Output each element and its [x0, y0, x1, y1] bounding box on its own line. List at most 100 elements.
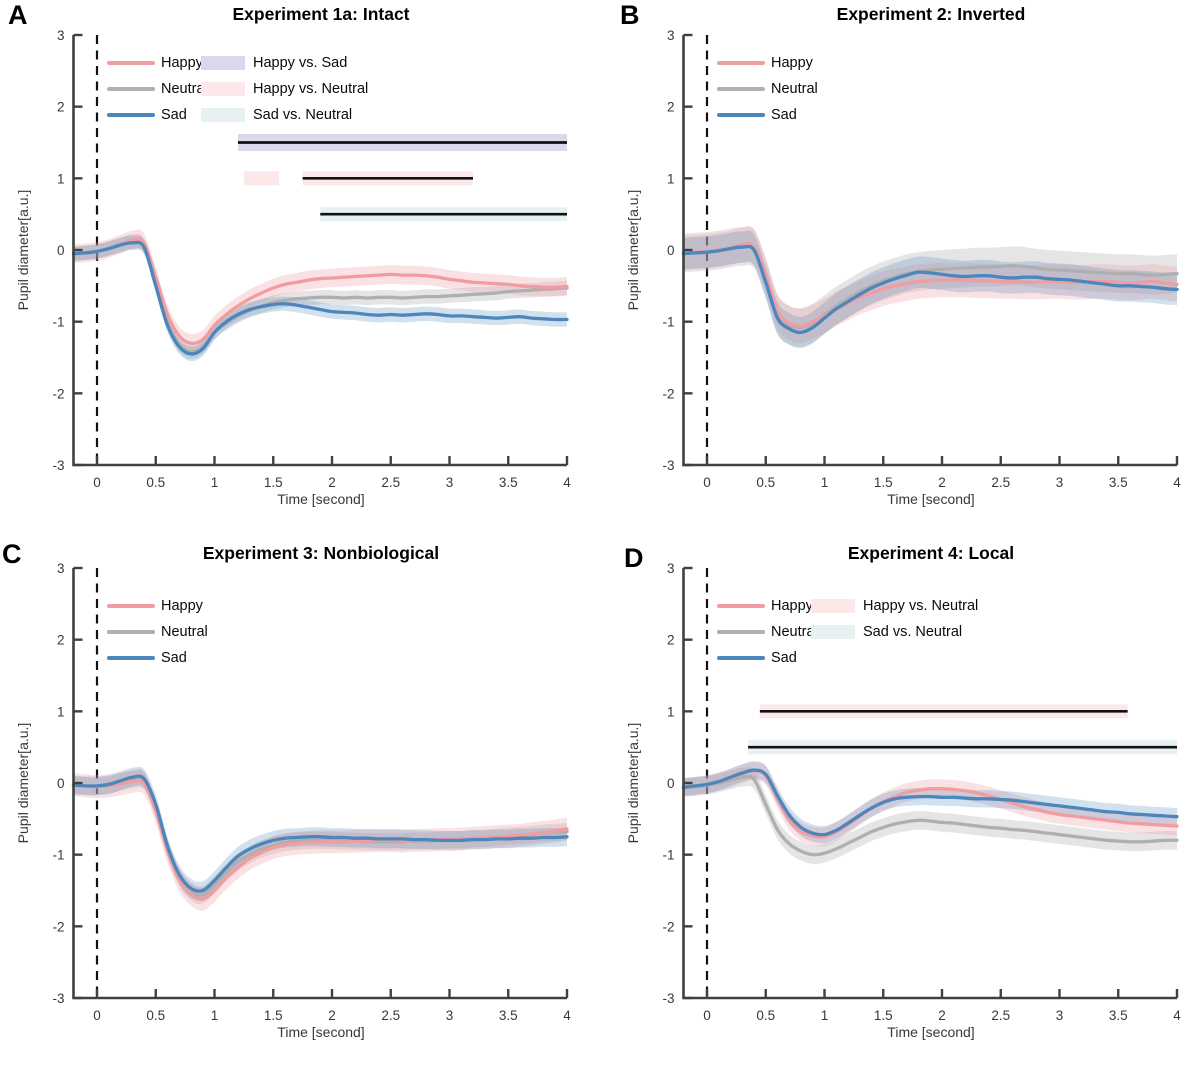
y-tick-label: 2 — [57, 100, 65, 115]
y-tick-label: 1 — [667, 704, 675, 719]
series-line-neutral — [681, 774, 1179, 857]
x-tick-label: 4 — [563, 1008, 571, 1023]
x-tick-label: 2.5 — [991, 475, 1010, 490]
series-line-sad — [71, 774, 569, 893]
y-tick-label: 2 — [57, 633, 65, 648]
x-tick-label: 0 — [93, 475, 101, 490]
sig-patch-sig_pink — [243, 171, 280, 186]
y-tick-label: 2 — [667, 100, 675, 115]
series-line-happy — [71, 778, 569, 901]
y-tick-label: 3 — [57, 28, 65, 43]
y-tick-label: 3 — [57, 561, 65, 576]
plot-area-c: 3 2 1 0 -1 -2 -3 0 0.5 1 1.5 2 2.5 3 3.5 4 — [52, 561, 571, 1023]
plot-area-b: 3 2 1 0 -1 -2 -3 0 0.5 1 1.5 2 2.5 3 3.5 4 — [662, 28, 1181, 490]
y-tick-label: 1 — [667, 171, 675, 186]
panel-title-d: Experiment 4: Local — [847, 543, 1015, 563]
panel-b: 3 2 1 0 -1 -2 -3 0 0.5 1 1.5 2 2.5 3 3.5 4 B Experiment… — [594, 0, 1188, 533]
x-tick-label: 3 — [446, 1008, 454, 1023]
x-tick-label: 3 — [1056, 1008, 1064, 1023]
plot-area-a: 3 2 1 0 -1 -2 -3 0 0.5 1 1.5 2 2.5 3 3.5 4 — [52, 28, 571, 490]
y-tick-label: -3 — [662, 458, 674, 473]
y-tick-label: -2 — [662, 919, 674, 934]
y-tick-label: 0 — [667, 243, 675, 258]
x-tick-label: 2 — [938, 475, 946, 490]
y-tick-label: 3 — [667, 28, 675, 43]
significance-bars — [748, 704, 1177, 755]
panel-c: 3 2 1 0 -1 -2 -3 0 0.5 1 1.5 2 2.5 3 3.5 4 C Experiment… — [0, 533, 594, 1066]
series-line-sad — [681, 244, 1179, 335]
y-tick-label: 0 — [57, 776, 65, 791]
y-tick-label: 1 — [57, 171, 65, 186]
x-tick-label: 0 — [93, 1008, 101, 1023]
x-tick-label: 3.5 — [1109, 1008, 1128, 1023]
x-tick-label: 1 — [821, 1008, 829, 1023]
x-tick-label: 1.5 — [874, 1008, 893, 1023]
x-tick-label: 1 — [821, 475, 829, 490]
y-tick-label: -1 — [52, 315, 64, 330]
x-tick-label: 1 — [211, 475, 219, 490]
y-tick-label: 0 — [57, 243, 65, 258]
series-line-sad — [71, 240, 569, 356]
ci-ribbon-sad — [683, 230, 1177, 349]
panel-title-c: Experiment 3: Nonbiological — [202, 543, 440, 563]
panel-letter-a: A — [8, 0, 28, 30]
series-line-sad — [681, 768, 1179, 837]
y-tick-label: -1 — [52, 848, 64, 863]
x-tick-label: 1 — [211, 1008, 219, 1023]
significance-bars — [238, 133, 567, 222]
axes: 3 2 1 0 -1 -2 -3 0 0.5 1 1.5 2 2.5 3 3.5 4 — [52, 28, 571, 490]
y-tick-label: 0 — [667, 776, 675, 791]
x-axis-label: Time [second] — [277, 491, 365, 507]
y-tick-label: -1 — [662, 315, 674, 330]
x-tick-label: 1.5 — [264, 1008, 283, 1023]
panel-title-a: Experiment 1a: Intact — [232, 4, 410, 24]
ci-ribbon-sad — [73, 766, 567, 901]
y-tick-label: -2 — [52, 919, 64, 934]
plot-area-d: 3 2 1 0 -1 -2 -3 0 0.5 1 1.5 2 2.5 3 3.5 4 — [662, 561, 1181, 1023]
x-tick-label: 3 — [1056, 475, 1064, 490]
panel-a: 3 2 1 0 -1 -2 -3 0 0.5 1 1.5 2 2.5 3 3.5 4 A Experiment… — [0, 0, 594, 533]
panel-letter-c: C — [2, 539, 22, 569]
x-tick-label: 2 — [328, 475, 336, 490]
x-axis-label: Time [second] — [277, 1024, 365, 1040]
y-tick-label: -3 — [662, 991, 674, 1006]
x-tick-label: 3 — [446, 475, 454, 490]
x-tick-label: 0 — [703, 1008, 711, 1023]
x-tick-label: 4 — [1173, 475, 1181, 490]
y-tick-label: -1 — [662, 848, 674, 863]
x-axis-label: Time [second] — [887, 491, 975, 507]
y-axis-label: Pupil diameter[a.u.] — [15, 722, 31, 844]
y-axis-label: Pupil diameter[a.u.] — [625, 189, 641, 311]
y-axis-label: Pupil diameter[a.u.] — [625, 722, 641, 844]
y-tick-label: 3 — [667, 561, 675, 576]
x-tick-label: 0 — [703, 475, 711, 490]
ci-ribbon-neutral — [683, 226, 1177, 347]
x-tick-label: 4 — [1173, 1008, 1181, 1023]
axes: 3 2 1 0 -1 -2 -3 0 0.5 1 1.5 2 2.5 3 3.5 4 — [662, 561, 1181, 1023]
x-tick-label: 2 — [328, 1008, 336, 1023]
y-tick-label: 2 — [667, 633, 675, 648]
x-tick-label: 0.5 — [146, 475, 165, 490]
x-tick-label: 3.5 — [1109, 475, 1128, 490]
y-tick-label: -2 — [52, 386, 64, 401]
x-tick-label: 2.5 — [381, 475, 400, 490]
y-axis-label: Pupil diameter[a.u.] — [15, 189, 31, 311]
x-tick-label: 3.5 — [499, 1008, 518, 1023]
ci-ribbon-sad — [683, 761, 1177, 844]
panel-letter-d: D — [624, 543, 644, 573]
x-tick-label: 2 — [938, 1008, 946, 1023]
x-tick-label: 2.5 — [991, 1008, 1010, 1023]
ci-ribbon-neutral — [683, 767, 1177, 865]
series-line-happy — [71, 237, 569, 345]
x-tick-label: 1.5 — [264, 475, 283, 490]
y-tick-label: -2 — [662, 386, 674, 401]
ci-ribbon-sad — [73, 235, 567, 362]
x-tick-label: 0.5 — [756, 475, 775, 490]
x-tick-label: 0.5 — [146, 1008, 165, 1023]
y-tick-label: 1 — [57, 704, 65, 719]
ci-ribbon-happy — [683, 226, 1177, 344]
y-tick-label: -3 — [52, 991, 64, 1006]
x-tick-label: 0.5 — [756, 1008, 775, 1023]
panel-d: 3 2 1 0 -1 -2 -3 0 0.5 1 1.5 2 2.5 3 3.5 4 D Experiment… — [594, 533, 1188, 1066]
